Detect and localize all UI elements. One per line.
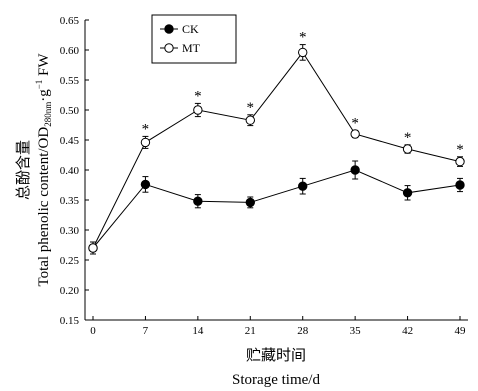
y-axis-title-en-sup: −1 xyxy=(34,80,44,90)
data-point-mt-6 xyxy=(402,144,413,154)
series-mt xyxy=(88,44,465,255)
y-tick-label-9: 0.60 xyxy=(60,45,80,57)
x-axis-title-en: Storage time/d xyxy=(232,372,320,388)
y-tick-label-3: 0.30 xyxy=(60,225,80,237)
series-ck xyxy=(88,160,465,255)
x-tick-label-7: 49 xyxy=(455,325,467,337)
series-line-ck xyxy=(92,169,461,249)
y-axis-title-en-group: Total phenolic content/OD280nm·g−1 FW xyxy=(34,53,53,287)
significance-star-5: * xyxy=(404,130,412,146)
y-axis-title-en-part1: Total phenolic content/OD xyxy=(36,127,52,287)
data-point-mt-2 xyxy=(193,105,203,115)
x-axis-title-cn: 贮藏时间 xyxy=(246,347,306,364)
data-point-ck-2 xyxy=(193,196,203,206)
data-point-mt-3 xyxy=(245,115,255,125)
y-axis-title-en: Total phenolic content/OD280nm·g−1 FW xyxy=(34,53,53,287)
y-tick-label-2: 0.25 xyxy=(60,255,80,267)
legend: CK MT xyxy=(151,14,237,64)
x-tick-label-1: 7 xyxy=(143,325,149,337)
legend-label-ck: CK xyxy=(182,22,199,36)
y-tick-label-1: 0.20 xyxy=(60,285,80,297)
y-axis-title-en-sub: 280nm xyxy=(43,102,53,127)
y-tick-label-7: 0.50 xyxy=(60,105,80,117)
y-tick-label-6: 0.45 xyxy=(60,135,80,147)
series-layer xyxy=(88,44,465,255)
y-axis-title-en-part3: FW xyxy=(36,53,52,80)
y-axis-title-cn: 总酚含量 xyxy=(15,140,32,200)
legend-box xyxy=(151,14,237,64)
data-point-ck-5 xyxy=(350,165,360,175)
significance-star-1: * xyxy=(194,88,202,104)
data-point-mt-5 xyxy=(350,129,360,139)
significance-star-4: * xyxy=(351,115,359,131)
x-tick-label-5: 35 xyxy=(350,325,362,337)
significance-markers: * * * * * * * xyxy=(142,30,464,158)
x-tick-label-2: 14 xyxy=(192,325,204,337)
data-point-ck-3 xyxy=(245,197,255,208)
data-point-ck-6 xyxy=(402,188,413,198)
significance-star-0: * xyxy=(142,121,150,137)
y-tick-label-5: 0.40 xyxy=(60,165,80,177)
plot-frame xyxy=(84,20,468,321)
series-line-mt xyxy=(92,51,461,249)
legend-marker-mt xyxy=(164,43,174,53)
y-tick-label-0: 0.15 xyxy=(60,315,80,327)
y-axis-ticks: 0.15 0.20 0.25 0.30 0.35 0.40 0.45 0.50 0.55 0.60… xyxy=(60,15,89,327)
data-point-ck-7 xyxy=(455,180,465,190)
x-tick-label-4: 28 xyxy=(297,325,309,337)
significance-star-3: * xyxy=(299,30,307,46)
x-axis-ticks: 0 7 14 21 28 35 42 49 xyxy=(90,316,466,337)
data-point-mt-0 xyxy=(88,243,98,253)
y-tick-label-10: 0.65 xyxy=(60,15,80,27)
legend-label-mt: MT xyxy=(182,41,201,55)
legend-marker-ck xyxy=(164,24,174,34)
data-point-ck-4 xyxy=(298,181,308,191)
x-tick-label-0: 0 xyxy=(90,325,96,337)
data-point-mt-7 xyxy=(455,156,465,167)
y-axis-title-en-part2: ·g xyxy=(36,89,52,102)
significance-star-2: * xyxy=(247,100,255,116)
data-point-mt-1 xyxy=(140,137,151,148)
y-tick-label-4: 0.35 xyxy=(60,195,80,207)
x-tick-label-3: 21 xyxy=(245,325,256,337)
x-tick-label-6: 42 xyxy=(402,325,413,337)
significance-star-6: * xyxy=(456,142,464,158)
y-axis-title-cn-group: 总酚含量 xyxy=(15,140,32,200)
data-point-mt-4 xyxy=(298,47,308,58)
data-point-ck-1 xyxy=(140,179,151,190)
y-tick-label-8: 0.55 xyxy=(60,75,80,87)
